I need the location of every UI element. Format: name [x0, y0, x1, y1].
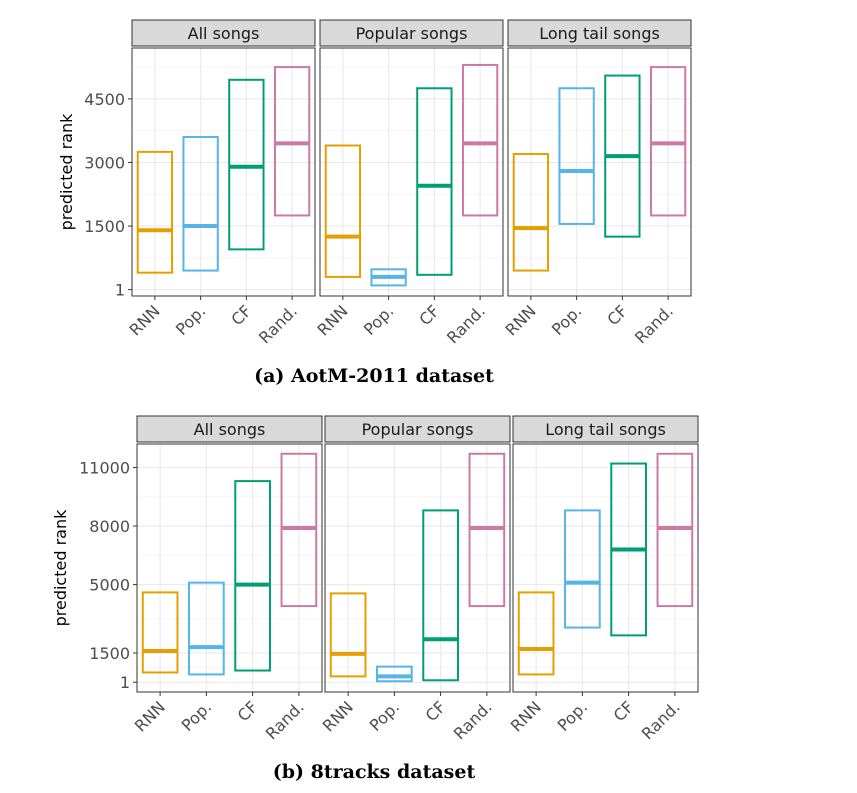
panel-border — [131, 47, 316, 297]
x-tick-label: RNN — [131, 697, 169, 735]
facet-strip — [319, 19, 504, 47]
x-tick-label: CF — [234, 697, 262, 725]
plot-background — [508, 48, 691, 296]
plot-background — [137, 444, 322, 692]
panel-1: All songs RNN Pop. CF Rand. — [131, 415, 323, 743]
box-cf — [422, 509, 459, 682]
box-pop — [558, 87, 595, 225]
box-rand — [273, 66, 311, 217]
facet-title: All songs — [194, 420, 266, 439]
x-tick-label: Pop. — [554, 697, 592, 735]
facet-title: Popular songs — [356, 24, 468, 43]
box-pop — [188, 581, 225, 676]
x-tick-label: Pop. — [172, 301, 210, 339]
x-tick-label: RNN — [501, 301, 539, 339]
box-pop — [376, 665, 413, 683]
plot-background — [513, 444, 698, 692]
figure-caption: (a) AotM-2011 dataset — [254, 365, 494, 387]
plot-background — [320, 48, 503, 296]
y-tick-label: 1500 — [89, 644, 130, 663]
box-rnn — [141, 591, 179, 674]
x-tick-label: Pop. — [178, 697, 216, 735]
facet-strip — [136, 415, 323, 443]
facet-title: Long tail songs — [545, 420, 666, 439]
box-rnn — [517, 591, 555, 676]
x-tick-label: Rand. — [262, 697, 308, 743]
y-tick-label: 1 — [120, 673, 130, 692]
box-cf — [228, 78, 265, 251]
x-tick-label: Rand. — [450, 697, 496, 743]
facet-strip — [131, 19, 316, 47]
box-rand — [461, 63, 499, 217]
x-tick-label: CF — [422, 697, 450, 725]
y-axis-title: predicted rank — [57, 113, 76, 231]
panel-2: Popular songs RNN Pop. CF Rand. — [313, 19, 504, 347]
x-tick-label: CF — [415, 301, 443, 329]
panel-border — [136, 443, 323, 693]
x-tick-label: Pop. — [366, 697, 404, 735]
panel-border — [507, 47, 692, 297]
x-tick-label: Rand. — [638, 697, 684, 743]
y-tick-label: 4500 — [84, 90, 125, 109]
x-tick-label: RNN — [319, 697, 357, 735]
panel-border — [319, 47, 504, 297]
box-rnn — [329, 592, 367, 678]
x-tick-label: CF — [610, 697, 638, 725]
x-tick-label: Pop. — [360, 301, 398, 339]
box-rnn — [324, 144, 362, 278]
x-tick-label: RNN — [507, 697, 545, 735]
box-rand — [649, 66, 687, 217]
facet-title: Popular songs — [362, 420, 474, 439]
box-cf — [416, 87, 453, 276]
x-tick-label: Rand. — [443, 301, 489, 347]
y-axis-title: predicted rank — [51, 509, 70, 627]
box-pop — [182, 136, 219, 272]
facet-strip — [324, 415, 511, 443]
x-tick-label: RNN — [313, 301, 351, 339]
panel-3: Long tail songs RNN Pop. CF Rand. — [507, 415, 699, 743]
panel-border — [324, 443, 511, 693]
box-pop — [564, 509, 601, 629]
plot-background — [132, 48, 315, 296]
facet-title: All songs — [188, 24, 260, 43]
box-rnn — [136, 150, 174, 274]
panel-2: Popular songs RNN Pop. CF Rand. — [319, 415, 511, 743]
y-tick-label: 8000 — [89, 517, 130, 536]
y-tick-label: 1 — [115, 281, 125, 300]
panel-3: Long tail songs RNN Pop. CF Rand. — [501, 19, 692, 347]
plot-background — [325, 444, 510, 692]
y-tick-label: 5000 — [89, 576, 130, 595]
figure-caption: (b) 8tracks dataset — [273, 761, 476, 783]
facet-title: Long tail songs — [539, 24, 660, 43]
panel-1: All songs RNN Pop. CF Rand. — [125, 19, 316, 347]
x-tick-label: CF — [603, 301, 631, 329]
panel-border — [512, 443, 699, 693]
y-tick-label: 11000 — [79, 458, 130, 477]
box-rnn — [512, 152, 550, 272]
y-tick-label: 3000 — [84, 153, 125, 172]
x-tick-label: Pop. — [548, 301, 586, 339]
facet-strip — [507, 19, 692, 47]
x-tick-label: Rand. — [631, 301, 677, 347]
y-tick-label: 1500 — [84, 217, 125, 236]
facet-strip — [512, 415, 699, 443]
x-tick-label: CF — [227, 301, 255, 329]
x-tick-label: Rand. — [255, 301, 301, 347]
x-tick-label: RNN — [125, 301, 163, 339]
box-cf — [234, 480, 271, 672]
